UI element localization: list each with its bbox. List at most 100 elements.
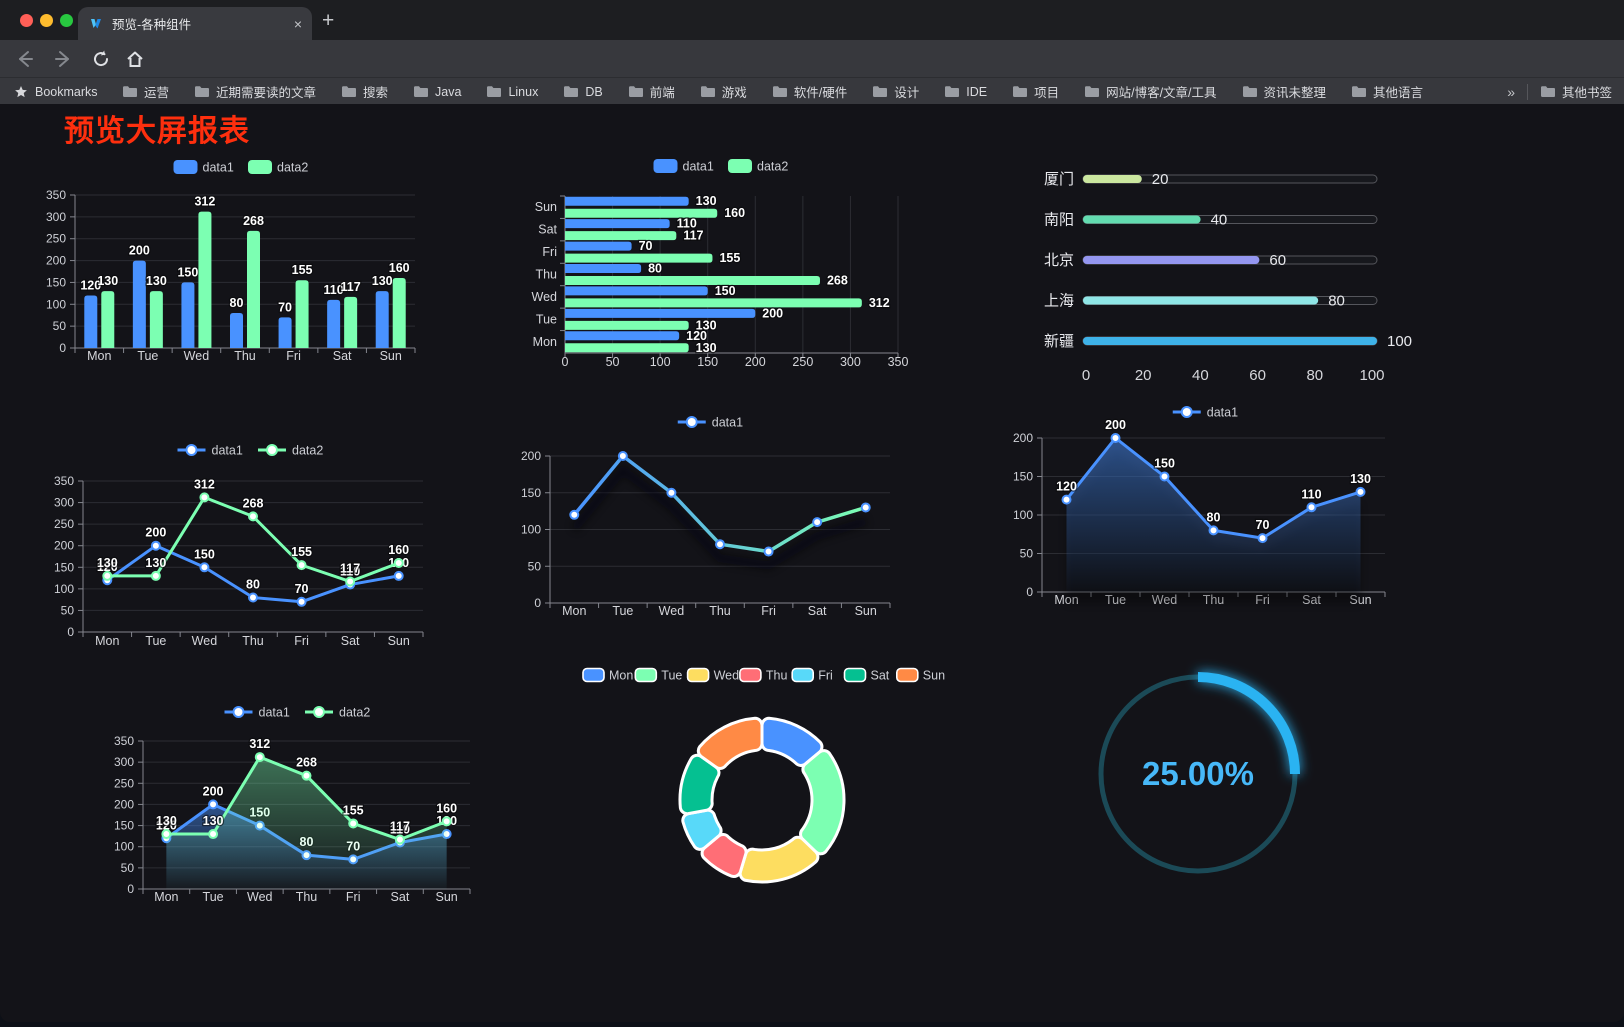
legend-item-Mon[interactable]: Mon (582, 667, 633, 683)
chart-donut[interactable]: Mon Tue Wed Thu Fri Sat Sun (582, 667, 945, 884)
bookmarks-bar: Bookmarks 运营 近期需要读的文章 搜索 Java Linux DB 前端 游戏 软件/… (0, 77, 1624, 104)
legend-item-Sat[interactable]: Sat (843, 667, 890, 683)
browser-tab[interactable]: 预览-各种组件 × (78, 7, 312, 40)
bar-Fri-data2: 155 (565, 250, 742, 266)
new-tab-button[interactable]: + (322, 9, 335, 32)
svg-text:300: 300 (840, 355, 861, 369)
folder-icon (195, 86, 210, 97)
legend-item-data1[interactable]: data1 (173, 160, 234, 175)
bookmark-folder[interactable]: 其他语言 (1351, 82, 1423, 101)
bookmark-folder[interactable]: 软件/硬件 (772, 82, 847, 101)
svg-text:70: 70 (1256, 518, 1270, 532)
svg-text:200: 200 (114, 797, 134, 811)
legend-item-Wed[interactable]: Wed (686, 667, 740, 683)
donut-slice-Thu[interactable] (700, 833, 748, 879)
svg-text:268: 268 (243, 496, 264, 510)
legend-item-data1[interactable]: data1 (653, 159, 714, 174)
svg-text:data1: data1 (259, 706, 290, 720)
bookmark-folder[interactable]: 前端 (628, 82, 675, 101)
back-icon[interactable] (14, 48, 36, 70)
svg-text:data2: data2 (339, 706, 370, 720)
legend-item-Sun[interactable]: Sun (895, 667, 945, 683)
bookmark-folder[interactable]: IDE (944, 85, 987, 99)
tab-title: 预览-各种组件 (112, 18, 192, 32)
svg-text:100: 100 (1387, 333, 1412, 350)
chart-horizontal-bar[interactable]: data1 data2 0 50 100 150 200 250 300 350 Sun Sat Fri… (532, 159, 909, 369)
svg-text:Sun: Sun (855, 604, 877, 618)
bookmark-folder-label: 设计 (894, 86, 920, 100)
svg-text:50: 50 (53, 319, 67, 333)
chart-line-two-series[interactable]: data1 data2 0 50 100 150 200 250 300 350 Mon Tue Wed… (54, 444, 424, 649)
svg-text:Fri: Fri (346, 890, 361, 904)
bookmark-folder[interactable]: 近期需要读的文章 (194, 82, 316, 101)
gauge-value-label: 25.00% (1142, 755, 1254, 792)
bookmark-folder[interactable]: DB (563, 85, 603, 99)
home-icon[interactable] (124, 48, 146, 70)
bookmark-folder[interactable]: 游戏 (700, 82, 747, 101)
donut-slice-Tue[interactable] (799, 749, 846, 856)
svg-text:117: 117 (340, 562, 360, 576)
bookmark-folder[interactable]: Linux (486, 85, 538, 99)
legend-item-data1[interactable]: data1 (677, 416, 743, 430)
svg-text:Mon: Mon (533, 335, 557, 349)
chart-grouped-bar[interactable]: data1 data2 0 50 100 150 200 250 300 350 Mon Tue Wed… (46, 160, 416, 363)
series-data1 (569, 451, 871, 570)
donut-slice-Sun[interactable] (696, 716, 764, 770)
legend-item-data2[interactable]: data2 (248, 160, 308, 175)
svg-text:150: 150 (521, 486, 541, 500)
bookmark-folder[interactable]: 网站/博客/文章/工具 (1084, 82, 1217, 101)
zoom-window-button[interactable] (60, 14, 73, 27)
svg-text:312: 312 (249, 737, 270, 751)
donut-slice-Fri[interactable] (681, 808, 723, 851)
bookmarks-divider (1526, 83, 1528, 100)
minimize-window-button[interactable] (40, 14, 53, 27)
bookmark-folder[interactable]: Java (413, 85, 461, 99)
forward-icon[interactable] (52, 48, 74, 70)
legend-item-Thu[interactable]: Thu (739, 667, 788, 683)
close-window-button[interactable] (20, 14, 33, 27)
svg-text:Fri: Fri (542, 245, 557, 259)
bar-Sat-data2: 117 (565, 227, 705, 244)
svg-text:117: 117 (390, 820, 410, 834)
legend-item-data2[interactable]: data2 (728, 159, 788, 174)
svg-text:80: 80 (1328, 293, 1345, 310)
folder-icon (873, 86, 888, 97)
legend-item-data2[interactable]: data2 (258, 444, 323, 458)
svg-text:Sun: Sun (436, 890, 458, 904)
bookmark-folder[interactable]: 设计 (872, 82, 919, 101)
legend-item-data2[interactable]: data2 (305, 706, 370, 720)
bookmark-folder[interactable]: 搜索 (341, 82, 388, 101)
svg-text:80: 80 (1306, 367, 1323, 384)
svg-text:100: 100 (650, 355, 671, 369)
donut-slice-Wed[interactable] (738, 835, 820, 884)
tab-strip: 预览-各种组件 × + (0, 0, 1624, 40)
bookmark-folder[interactable]: 项目 (1012, 82, 1059, 101)
tab-close-icon[interactable]: × (293, 15, 302, 32)
legend-item-Tue[interactable]: Tue (634, 667, 682, 683)
legend-item-data1[interactable]: data1 (177, 444, 243, 458)
svg-text:350: 350 (888, 355, 909, 369)
chart-progress-bars[interactable]: 厦门 20 南阳 40 北京 60 上海 80 新疆 100 0 20 40 60 80 100 (1044, 171, 1412, 384)
donut-slice-Sat[interactable] (678, 753, 721, 816)
svg-text:Sun: Sun (535, 200, 557, 214)
legend-item-data1[interactable]: data1 (224, 706, 290, 720)
svg-text:0: 0 (1026, 585, 1033, 599)
other-bookmarks-folder[interactable]: 其他书签 (1540, 82, 1612, 101)
svg-text:200: 200 (1105, 418, 1126, 432)
svg-text:data1: data1 (212, 444, 243, 458)
reload-icon[interactable] (90, 48, 112, 70)
bookmark-folder[interactable]: 运营 (122, 82, 169, 101)
svg-text:160: 160 (436, 801, 457, 815)
folder-icon (1352, 86, 1367, 97)
bookmarks-manager[interactable]: Bookmarks (14, 78, 98, 105)
chart-area-two-series[interactable]: data1 data2 0 50 100 150 200 250 300 350 Mon Tue Wed… (114, 706, 471, 905)
legend-item-data1[interactable]: data1 (1172, 406, 1238, 420)
chart-line-gradient[interactable]: data1 0 50 100 150 200 Mon Tue Wed Thu Fri Sat Sun (521, 416, 891, 619)
chart-gauge[interactable]: 25.00% (1098, 672, 1300, 874)
legend-item-Fri[interactable]: Fri (791, 667, 833, 683)
bookmarks-overflow-chevron[interactable]: » (1507, 83, 1515, 100)
bookmark-folder[interactable]: 资讯未整理 (1242, 82, 1326, 101)
page-title: 预览大屏报表 (64, 115, 250, 148)
